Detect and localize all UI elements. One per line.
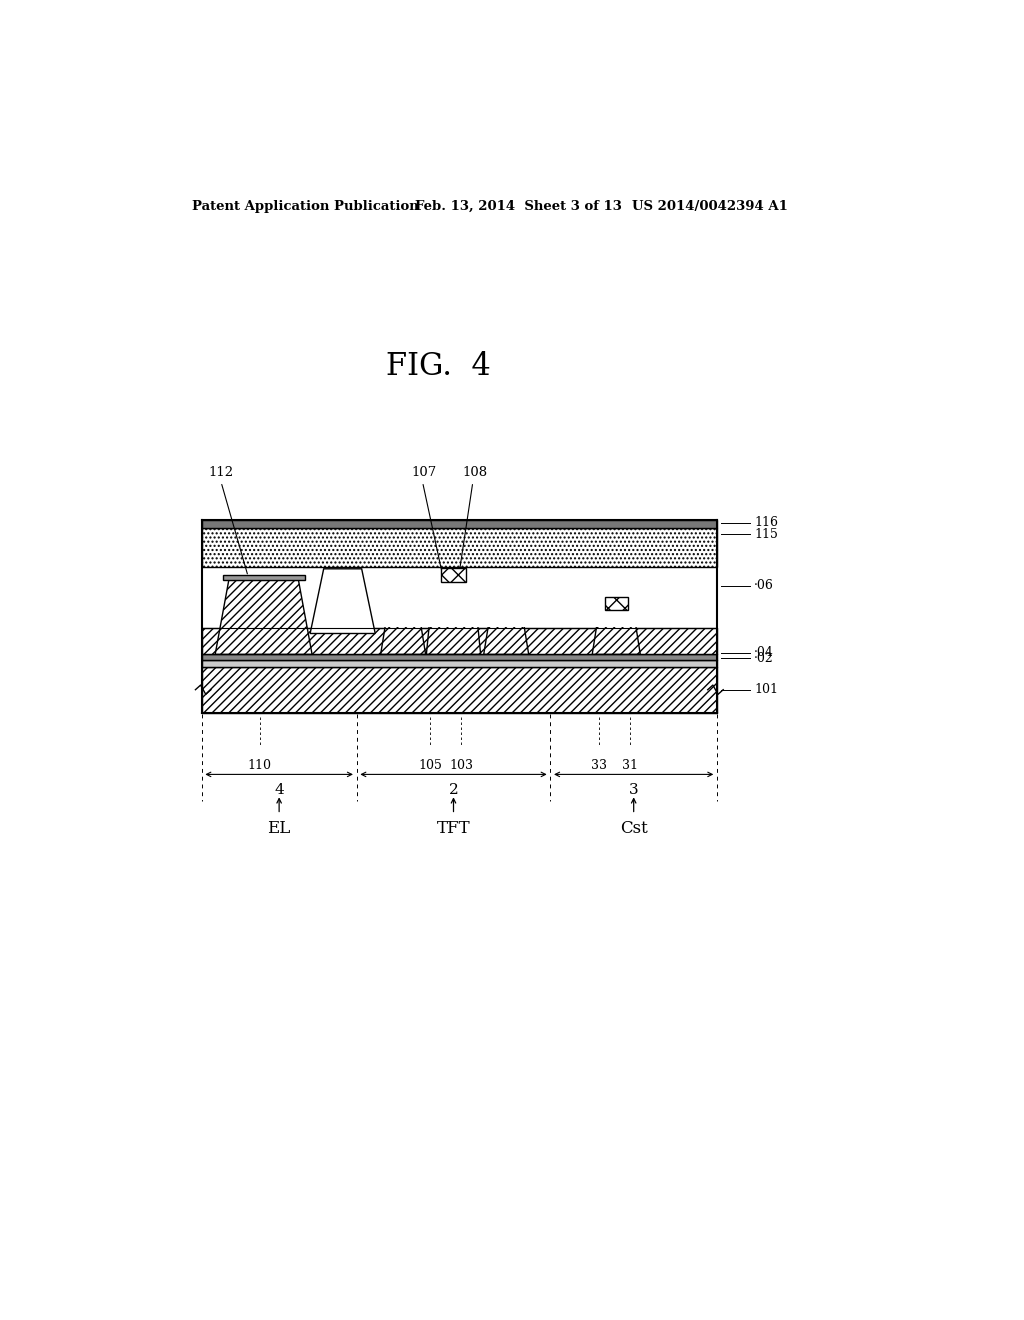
Polygon shape	[222, 576, 305, 581]
Polygon shape	[441, 568, 466, 582]
Text: 101: 101	[755, 684, 778, 696]
Polygon shape	[202, 667, 717, 713]
Text: ·04: ·04	[755, 647, 774, 659]
Polygon shape	[202, 655, 717, 660]
Text: 115: 115	[755, 528, 778, 541]
Text: 4: 4	[274, 783, 284, 797]
Polygon shape	[592, 605, 640, 655]
Text: 107: 107	[412, 466, 436, 479]
Polygon shape	[604, 597, 628, 610]
Text: 31: 31	[623, 759, 638, 772]
Text: 2: 2	[449, 783, 459, 797]
Polygon shape	[311, 570, 374, 632]
Text: 3: 3	[629, 783, 639, 797]
Polygon shape	[381, 607, 426, 655]
Polygon shape	[426, 576, 480, 655]
Text: FIG.  4: FIG. 4	[386, 351, 490, 381]
Text: ·06: ·06	[755, 579, 774, 593]
Text: 116: 116	[755, 516, 778, 529]
Polygon shape	[202, 628, 717, 655]
Text: US 2014/0042394 A1: US 2014/0042394 A1	[632, 199, 787, 213]
Text: Cst: Cst	[620, 820, 647, 837]
Text: 108: 108	[463, 466, 487, 479]
Polygon shape	[202, 520, 717, 528]
Text: TFT: TFT	[436, 820, 470, 837]
Text: ·02: ·02	[755, 652, 774, 665]
Polygon shape	[310, 569, 375, 634]
Polygon shape	[202, 660, 717, 667]
Polygon shape	[483, 607, 528, 655]
Polygon shape	[215, 581, 312, 655]
Text: 33: 33	[591, 759, 607, 772]
Text: 103: 103	[450, 759, 473, 772]
Text: 110: 110	[248, 759, 271, 772]
Text: EL: EL	[267, 820, 291, 837]
Text: Feb. 13, 2014  Sheet 3 of 13: Feb. 13, 2014 Sheet 3 of 13	[415, 199, 622, 213]
Text: 112: 112	[209, 466, 233, 479]
Polygon shape	[202, 528, 717, 566]
Text: 105: 105	[419, 759, 442, 772]
Text: Patent Application Publication: Patent Application Publication	[191, 199, 418, 213]
Polygon shape	[356, 566, 717, 627]
